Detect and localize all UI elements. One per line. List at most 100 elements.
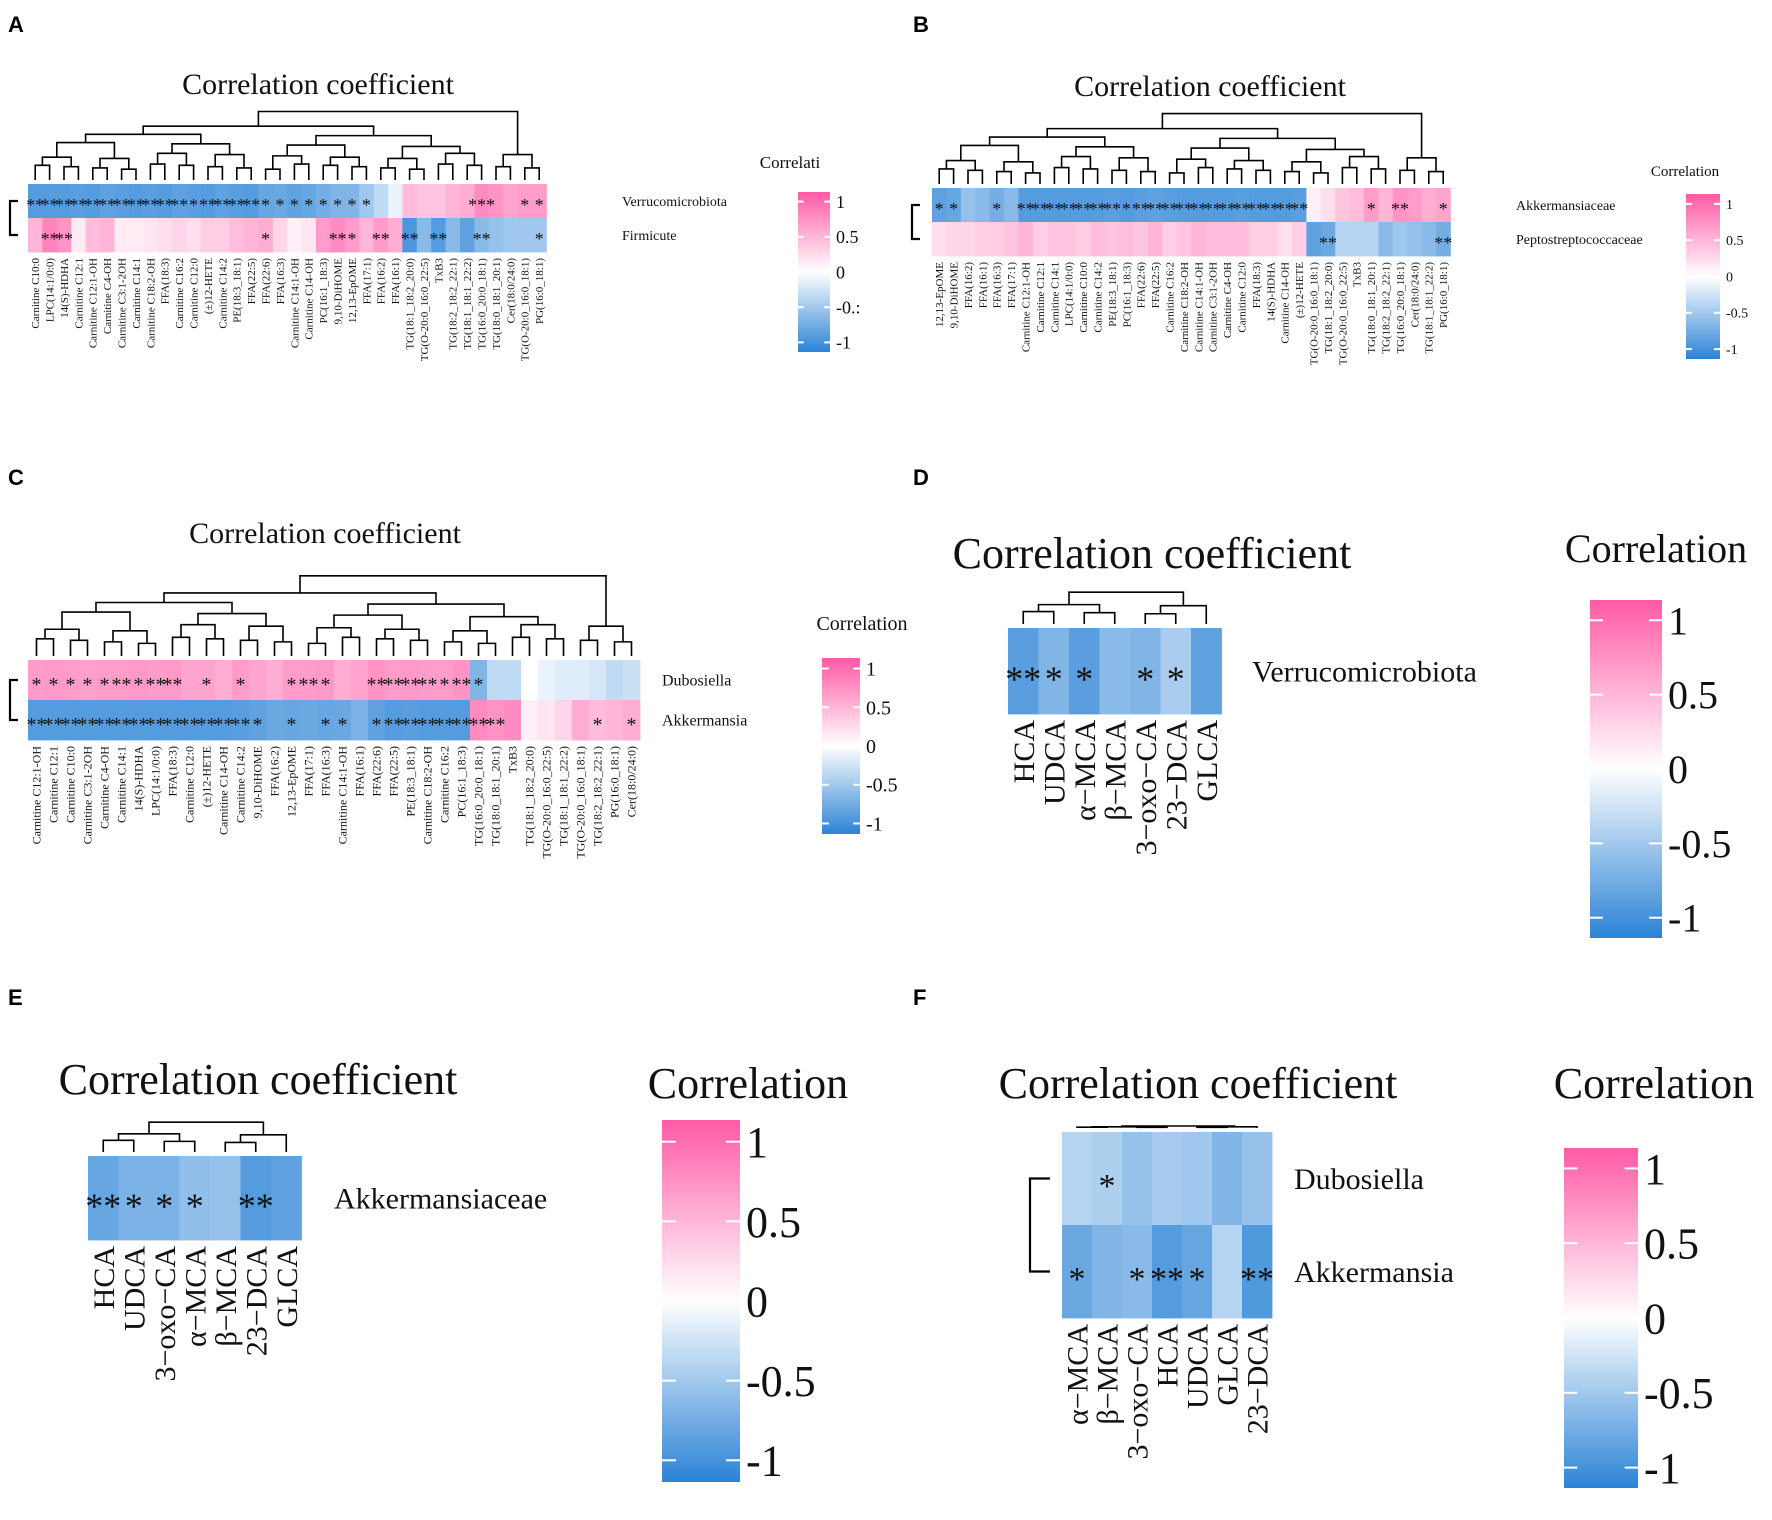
panel-f-legend-tick-label: 0: [1644, 1294, 1666, 1343]
panel-c-dendro-branch: [511, 636, 531, 656]
panel-b-dendro-branch: [1075, 145, 1135, 158]
panel-a-significance-star: **: [141, 195, 159, 215]
panel-c-significance-star: *: [134, 674, 144, 696]
panel-b-column-label: FFA(22:5): [1150, 262, 1162, 309]
panel-c-legend-tick-label: -0.5: [866, 775, 898, 797]
panel-c-cell: [470, 700, 488, 741]
panel-c-significance-star: *: [474, 674, 484, 696]
panel-a-significance-star: **: [84, 195, 102, 215]
panel-c-cell: [130, 700, 148, 741]
panel-a-dendro-branch: [401, 145, 461, 159]
panel-b-cell: [1148, 188, 1163, 223]
panel-b-row-label: Akkermansiaceae: [1516, 199, 1616, 214]
panel-a-column-label: LPC(14:1/0:0): [44, 258, 56, 323]
panel-a-significance-star: ***: [468, 195, 495, 215]
panel-c-column-label: TG(O-20:0_16:0_22:5): [540, 746, 554, 859]
panel-b-cell: [1205, 188, 1221, 223]
panel-b-cell: [989, 188, 1005, 223]
panel-f-legend: Correlation 1 0.5 0 -0.5 -1: [1554, 1059, 1754, 1493]
panel-b-legend-tick-label: -0.5: [1726, 307, 1748, 322]
panel-c-dendro-branch: [375, 638, 395, 656]
panel-a-row-label: Firmicute: [622, 229, 676, 244]
panel-a-significance-star: **: [242, 195, 260, 215]
panel-c-dendro-branch: [299, 574, 607, 627]
panel-d-cell: [1099, 628, 1131, 715]
panel-f-significance-star: *: [1129, 1261, 1146, 1298]
panel-b-column-label: TG(18:1_18:1_22:2): [1424, 262, 1436, 354]
panel-c-cell: [504, 660, 522, 701]
panel-c-cell: [28, 700, 46, 741]
panel-b-column-label: Carnitine C14:1: [1049, 262, 1061, 333]
panel-a-column-label: TG(18:1_18:2_20:0): [404, 258, 416, 350]
panel-b-significance-star: **: [1218, 199, 1236, 219]
panel-c-dendro-branch: [613, 641, 633, 656]
panel-a-column-label: FFA(16:2): [376, 258, 388, 305]
panel-b-cell: [1234, 188, 1250, 223]
panel-b-column-label: FFA(22:6): [1136, 262, 1148, 309]
panel-a-cell: [100, 218, 115, 253]
panel-b-cell: [1061, 222, 1077, 257]
panel-c-column-label: FFA(16:1): [353, 746, 367, 796]
panel-b-column-label: (±)12-HETE: [1294, 262, 1306, 318]
panel-c-cell: [470, 660, 488, 701]
panel-a-significance-star: **: [170, 195, 188, 215]
panel-c-cell: [232, 660, 250, 701]
panel-b-cell: [1277, 188, 1293, 223]
panel-b-cell: [1378, 188, 1394, 223]
panel-a-significance-star: *: [535, 195, 544, 215]
panel-c-dendro-branch: [137, 642, 157, 656]
panel-c-column-label: TG(18:1_18:2_20:0): [523, 746, 537, 846]
panel-b-cell: [932, 222, 947, 257]
panel-b-dendro-branch: [1312, 172, 1329, 184]
panel-d-row-labels: Verrucomicrobiota: [1252, 656, 1477, 689]
panel-c-significance-star: *: [32, 674, 42, 696]
panel-d-dendro-branch: [1022, 610, 1055, 624]
panel-a-cell: [28, 218, 43, 253]
panel-c-cell: [300, 660, 318, 701]
panel-c-cell: [266, 660, 284, 701]
panel-b-row-dendrogram: [910, 203, 920, 241]
panel-c-significance-star: **: [214, 714, 234, 736]
panel-a-column-label: TG(18:2_18:2_22:1): [448, 258, 460, 350]
panel-a-column-label: Carnitine C14-OH: [304, 258, 316, 340]
panel-a-stars: ********************** * ******** * * * * * * * * *…: [26, 195, 544, 249]
panel-a-dendro-branch: [437, 163, 454, 180]
panel-f-letter: F: [913, 985, 926, 1010]
panel-c-significance-star: **: [61, 714, 81, 736]
panel-b-column-label: PE(18:3_18:1): [1107, 262, 1119, 327]
panel-a-cell: [445, 218, 461, 253]
panel-b-legend-title: Correlation: [1651, 164, 1720, 180]
panel-e-dendro-branch: [102, 1139, 135, 1152]
panel-a-legend: Correlati 1 0.5 0 -0.: -1: [760, 153, 861, 353]
panel-a-significance-star: **: [401, 229, 419, 249]
panel-e-cell: [179, 1156, 211, 1241]
panel-b-column-label: Carnitine C12:1: [1035, 262, 1047, 333]
panel-a-cell: [416, 184, 432, 219]
panel-b-column-label: Carnitine C18:2-OH: [1179, 262, 1191, 352]
panel-a-dendro-branch: [142, 125, 375, 136]
panel-f-cell: [1182, 1225, 1213, 1319]
panel-c-title: Correlation coefficient: [189, 517, 461, 550]
panel-b-column-label: PG(16:0_18:1): [1438, 262, 1450, 328]
panel-c-column-label: 12,13-EpOME: [285, 746, 299, 817]
panel-b-dendro-branch: [1197, 166, 1214, 184]
panel-c-column-label: FFA(18:3): [166, 746, 180, 796]
panel-c-significance-star: **: [401, 674, 421, 696]
panel-a-dendro-branch: [387, 157, 418, 170]
panel-f-significance-star: *: [1069, 1261, 1086, 1298]
panel-b-column-label: TxB3: [1352, 262, 1364, 288]
panel-b-dendro-branch: [1370, 168, 1387, 184]
panel-a-cell: [258, 184, 274, 219]
panel-e-column-label: β−MCA: [210, 1246, 243, 1347]
panel-d-cell: [1008, 628, 1039, 715]
panel-b-cell: [1335, 222, 1350, 257]
panel-a-cell: [460, 218, 475, 253]
panel-b-significance-star: **: [1074, 199, 1092, 219]
panel-b-column-label: FFA(16:1): [977, 262, 989, 309]
panel-d-row-label: Verrucomicrobiota: [1252, 656, 1477, 689]
panel-a-significance-star: *: [348, 229, 357, 249]
panel-c-cell: [317, 700, 335, 741]
panel-c-significance-star: **: [44, 714, 64, 736]
panel-c-cell: [504, 700, 522, 741]
panel-f-cell: [1152, 1225, 1183, 1319]
